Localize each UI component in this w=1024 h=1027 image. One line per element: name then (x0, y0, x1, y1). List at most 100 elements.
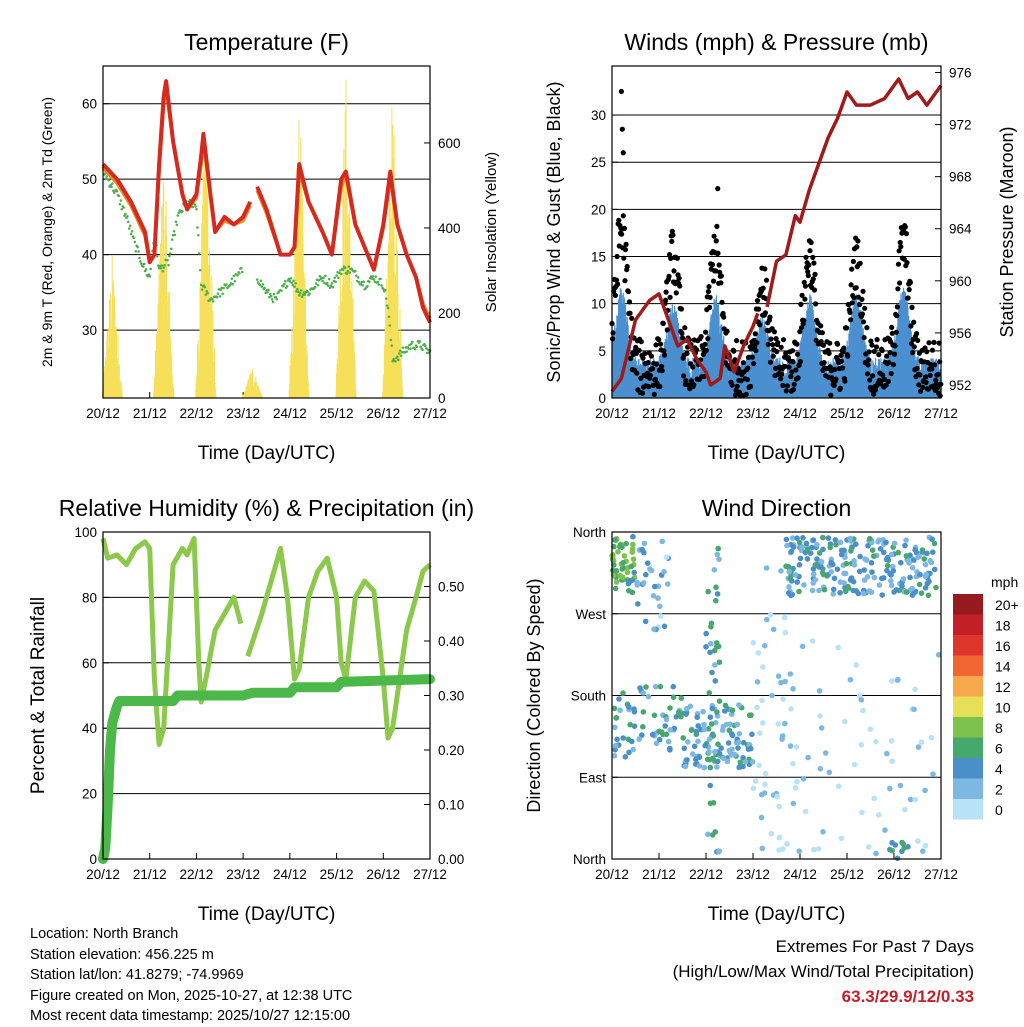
direction-point (748, 745, 754, 752)
direction-point (760, 720, 766, 726)
gust-point (795, 375, 801, 381)
direction-point (613, 579, 620, 585)
direction-point (794, 535, 800, 541)
gust-point (705, 289, 712, 295)
y-axis-label: Percent & Total Rainfall (28, 597, 49, 794)
legend-swatch (953, 614, 983, 635)
gust-point (628, 355, 634, 362)
direction-point (696, 754, 703, 761)
gust-point (791, 381, 797, 387)
gust-point (702, 341, 708, 347)
direction-point (798, 544, 805, 550)
direction-point (740, 763, 746, 770)
direction-point (788, 706, 794, 712)
gust-point (831, 382, 837, 389)
direction-point (830, 561, 836, 568)
gust-point (613, 277, 620, 283)
gust-point (679, 335, 686, 341)
direction-point (838, 835, 845, 842)
x-tick-label: 22/12 (689, 867, 723, 882)
direction-point (611, 753, 618, 759)
y-tick-label: 40 (82, 721, 97, 736)
x-tick-label: 25/12 (320, 867, 354, 882)
legend-label: 14 (995, 659, 1011, 675)
direction-point (643, 684, 649, 690)
legend-swatch (953, 737, 983, 758)
direction-point (793, 744, 800, 750)
direction-point (651, 626, 657, 632)
direction-point (888, 578, 894, 584)
gust-point (847, 309, 853, 315)
gust-point (670, 232, 676, 238)
direction-point (912, 796, 918, 803)
gust-point (732, 392, 739, 398)
direction-point (661, 568, 667, 575)
direction-point (685, 739, 691, 745)
direction-point (902, 806, 908, 813)
gust-point (707, 304, 713, 310)
direction-point (888, 572, 894, 578)
direction-point (614, 736, 620, 743)
legend-swatch (953, 778, 983, 799)
gust-point (892, 343, 898, 349)
x-tick-label: 21/12 (642, 406, 676, 421)
gust-point (648, 353, 655, 359)
direction-point (645, 693, 652, 700)
gust-point (929, 347, 936, 353)
gust-point (646, 384, 652, 390)
direction-point (782, 720, 788, 727)
direction-point (629, 549, 636, 555)
direction-point (930, 771, 936, 777)
direction-point (657, 683, 664, 690)
direction-point (691, 743, 698, 750)
direction-point (845, 583, 851, 590)
direction-point (729, 746, 735, 753)
direction-point (812, 562, 819, 568)
direction-point (735, 739, 742, 746)
direction-point (902, 542, 908, 549)
y-axis-label: Direction (Colored By Speed) (524, 578, 544, 812)
direction-point (650, 593, 657, 599)
gust-point (738, 378, 744, 384)
direction-point (712, 749, 718, 755)
direction-point (680, 735, 686, 741)
direction-point (640, 690, 646, 696)
direction-point (884, 562, 891, 569)
direction-point (763, 565, 770, 571)
gust-point (820, 342, 827, 348)
y2-tick-label: 0.20 (438, 743, 464, 758)
direction-point (779, 736, 785, 742)
gust-point (932, 362, 938, 368)
gust-point (914, 365, 920, 371)
direction-point (890, 568, 897, 574)
direction-point (760, 664, 766, 670)
x-axis-label: Time (Day/UTC) (198, 904, 336, 925)
gust-point (811, 260, 817, 266)
direction-point (820, 571, 827, 578)
direction-point (799, 643, 806, 650)
direction-point (740, 755, 746, 761)
direction-point (714, 591, 721, 597)
panel-1: Temperature (F) Time (Day/UTC) 2m & 9m T (… (39, 29, 500, 464)
gust-point (861, 335, 867, 341)
direction-point (869, 569, 875, 575)
gust-point (674, 255, 681, 261)
chart-title: Temperature (F) (184, 29, 349, 55)
gust-point (624, 263, 630, 270)
direction-point (716, 659, 723, 665)
direction-point (707, 649, 713, 656)
y-tick-label: 5 (598, 344, 606, 359)
gust-point (884, 353, 890, 359)
y2-tick-label: 0.10 (438, 798, 464, 813)
direction-point (746, 712, 753, 719)
gust-point (715, 250, 721, 256)
direction-point (707, 800, 714, 807)
gust-point (767, 359, 774, 365)
direction-point (750, 639, 757, 646)
direction-point (701, 726, 708, 733)
gust-point (887, 350, 893, 356)
direction-point (918, 590, 925, 596)
direction-point (884, 750, 890, 757)
x-tick-label: 26/12 (366, 406, 400, 421)
